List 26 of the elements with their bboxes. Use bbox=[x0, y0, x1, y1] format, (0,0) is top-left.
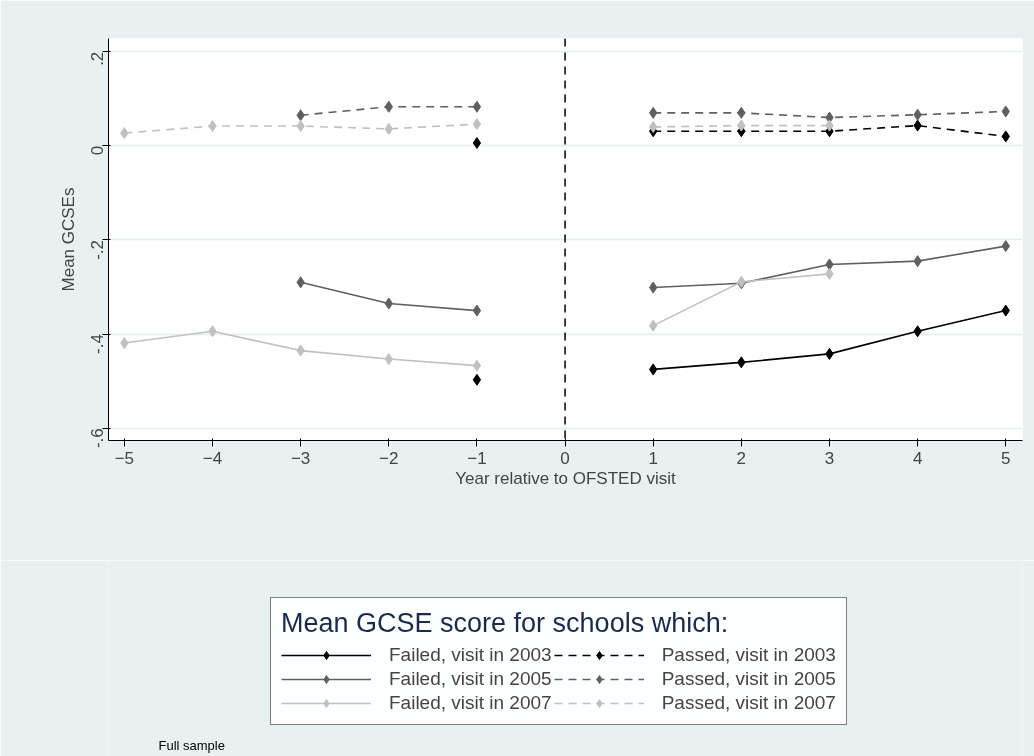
x-tick-label: 5 bbox=[1001, 448, 1011, 468]
y-tick-label: 0 bbox=[88, 145, 108, 156]
y-axis-title: Mean GCSEs bbox=[58, 187, 78, 292]
legend-label: Passed, visit in 2007 bbox=[661, 692, 836, 714]
y-tick-label: -.6 bbox=[88, 428, 108, 449]
legend-label: Failed, visit in 2007 bbox=[389, 692, 552, 714]
y-tick-label: .2 bbox=[88, 51, 108, 66]
x-tick-label: −1 bbox=[467, 448, 487, 468]
x-axis-title: Year relative to OFSTED visit bbox=[455, 468, 676, 488]
legend-label: Failed, visit in 2003 bbox=[389, 644, 552, 666]
x-tick-label: 2 bbox=[736, 448, 747, 468]
x-tick-label: 3 bbox=[824, 448, 835, 468]
x-tick-label: 4 bbox=[912, 448, 923, 468]
x-tick-label: −2 bbox=[379, 448, 399, 468]
text: Full sample bbox=[158, 737, 225, 753]
legend-label: Passed, visit in 2003 bbox=[661, 644, 836, 666]
legend-label: Failed, visit in 2005 bbox=[389, 668, 552, 690]
x-tick-label: −5 bbox=[114, 448, 135, 468]
y-tick-label: -.4 bbox=[88, 334, 108, 354]
x-tick-label: −3 bbox=[290, 448, 311, 468]
legend-title: Mean GCSE score for schools which: bbox=[281, 608, 730, 639]
legend-label: Passed, visit in 2005 bbox=[661, 668, 836, 690]
y-tick-label: -.2 bbox=[88, 239, 108, 260]
x-tick-label: 0 bbox=[560, 448, 570, 468]
x-tick-label: −4 bbox=[202, 448, 223, 468]
x-tick-label: 1 bbox=[648, 448, 658, 468]
